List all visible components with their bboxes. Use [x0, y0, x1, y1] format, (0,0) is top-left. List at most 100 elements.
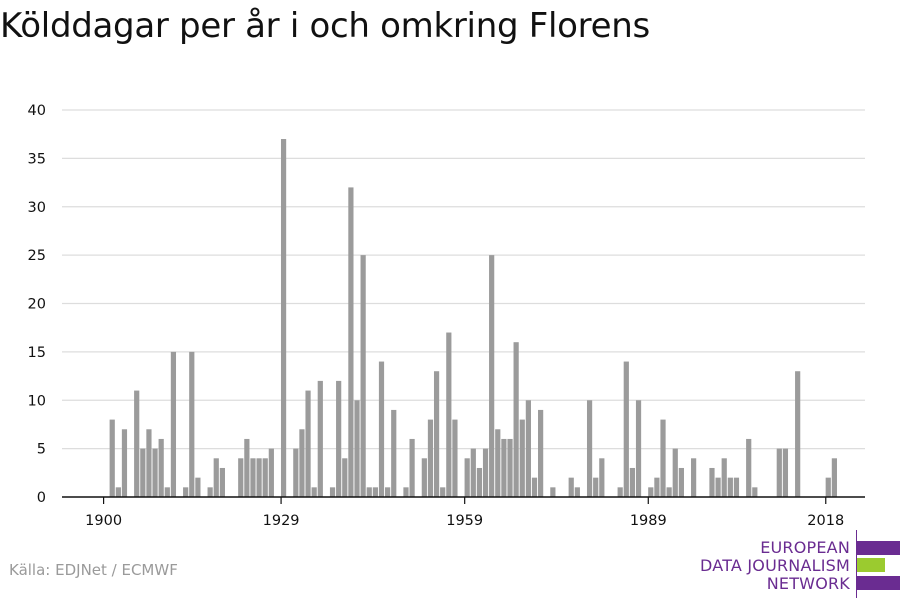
bar-1915	[195, 477, 201, 497]
bar-1956	[446, 332, 452, 497]
bar-1992	[666, 487, 672, 497]
bar-1964	[495, 429, 501, 497]
bar-1953	[427, 419, 434, 497]
bar-1945	[378, 361, 385, 497]
bar-1963	[489, 255, 495, 497]
source-note: Källa: EDJNet / ECMWF	[9, 561, 178, 579]
bar-2001	[721, 458, 727, 497]
bar-1907	[146, 429, 152, 497]
logo-bar-purple-top	[857, 541, 900, 555]
bar-2005	[746, 438, 752, 497]
bar-1901	[109, 419, 115, 497]
bar-1985	[623, 361, 629, 497]
bar-1942	[360, 255, 366, 497]
y-tick-label: 20	[28, 297, 46, 313]
bar-1906	[140, 448, 146, 497]
bar-1910	[164, 487, 170, 497]
bar-1924	[250, 458, 256, 497]
bar-1927	[268, 448, 274, 497]
bar-1952	[421, 458, 427, 497]
x-tick-label: 1989	[630, 513, 667, 529]
bar-1903	[121, 429, 128, 497]
bar-1965	[501, 438, 507, 497]
bar-1949	[403, 487, 409, 497]
bar-1946	[385, 487, 391, 497]
bar-1999	[709, 467, 715, 497]
bar-1909	[158, 438, 164, 497]
bar-2011	[782, 448, 789, 497]
x-tick-label: 1959	[446, 513, 483, 529]
bar-2010	[776, 448, 782, 497]
bar-1993	[672, 448, 678, 497]
bar-1923	[244, 438, 250, 497]
bar-1987	[635, 400, 642, 497]
bar-1947	[391, 409, 397, 497]
bar-1917	[207, 487, 213, 497]
bar-1918	[213, 458, 219, 497]
bar-1970	[531, 477, 538, 497]
bar-2000	[715, 477, 721, 497]
bar-1934	[311, 487, 317, 497]
y-tick-label: 40	[28, 103, 46, 119]
y-tick-label: 10	[28, 393, 46, 409]
bar-1990	[654, 477, 660, 497]
logo-bar-green	[857, 558, 885, 572]
y-tick-label: 35	[28, 151, 46, 167]
bar-1973	[550, 487, 556, 497]
bar-1937	[329, 487, 336, 497]
bar-1960	[470, 448, 476, 497]
chart-title: Kölddagar per år i och omkring Florens	[0, 6, 650, 46]
bar-2018	[825, 477, 831, 497]
bar-1977	[574, 487, 580, 497]
bar-2019	[831, 458, 837, 497]
bar-1954	[433, 371, 440, 497]
bar-1913	[183, 487, 189, 497]
logo-divider	[856, 530, 857, 598]
y-tick-label: 0	[37, 490, 46, 506]
bar-1966	[507, 438, 513, 497]
bar-1955	[440, 487, 446, 497]
bar-1938	[336, 380, 342, 497]
bar-1961	[476, 467, 483, 497]
bar-1931	[293, 448, 299, 497]
y-tick-label: 5	[37, 442, 46, 458]
bar-1969	[525, 400, 531, 497]
y-tick-label: 15	[28, 345, 46, 361]
bar-1994	[678, 467, 684, 497]
bar-1979	[586, 400, 593, 497]
bar-1911	[170, 351, 177, 497]
bar-1935	[317, 380, 323, 497]
bar-1989	[648, 487, 654, 497]
axes: 0 5 10 15 20 25 30 35 40 1900 1929 1959 1989 2018	[28, 103, 865, 529]
bar-1991	[660, 419, 666, 497]
bar-1929	[280, 139, 287, 497]
bar-1908	[152, 448, 158, 497]
bar-1967	[513, 342, 519, 497]
bar-1962	[482, 448, 489, 497]
bar-1914	[189, 351, 195, 497]
y-tick-label: 25	[28, 248, 46, 264]
bar-1941	[354, 400, 360, 497]
logo-line-3: NETWORK	[766, 574, 850, 593]
logo-line-2: DATA JOURNALISM	[700, 556, 850, 575]
x-tick-label: 2018	[807, 513, 844, 529]
bar-1905	[134, 390, 140, 497]
x-tick-label: 1929	[263, 513, 300, 529]
bar-1976	[568, 477, 574, 497]
bar-1968	[519, 419, 525, 497]
bar-1950	[409, 438, 415, 497]
bar-1925	[256, 458, 262, 497]
bar-1902	[115, 487, 121, 497]
bar-2013	[795, 371, 801, 497]
bar-1957	[452, 419, 458, 497]
bars	[109, 139, 837, 497]
bar-1959	[464, 458, 470, 497]
bar-1919	[219, 467, 225, 497]
edjnet-logo: EUROPEAN DATA JOURNALISM NETWORK	[700, 530, 900, 600]
bar-1933	[305, 390, 311, 497]
logo-bar-purple-bottom	[857, 576, 900, 590]
gridlines	[62, 109, 865, 450]
bar-2002	[727, 477, 733, 497]
x-tick-label: 1900	[85, 513, 122, 529]
bar-1943	[366, 487, 372, 497]
